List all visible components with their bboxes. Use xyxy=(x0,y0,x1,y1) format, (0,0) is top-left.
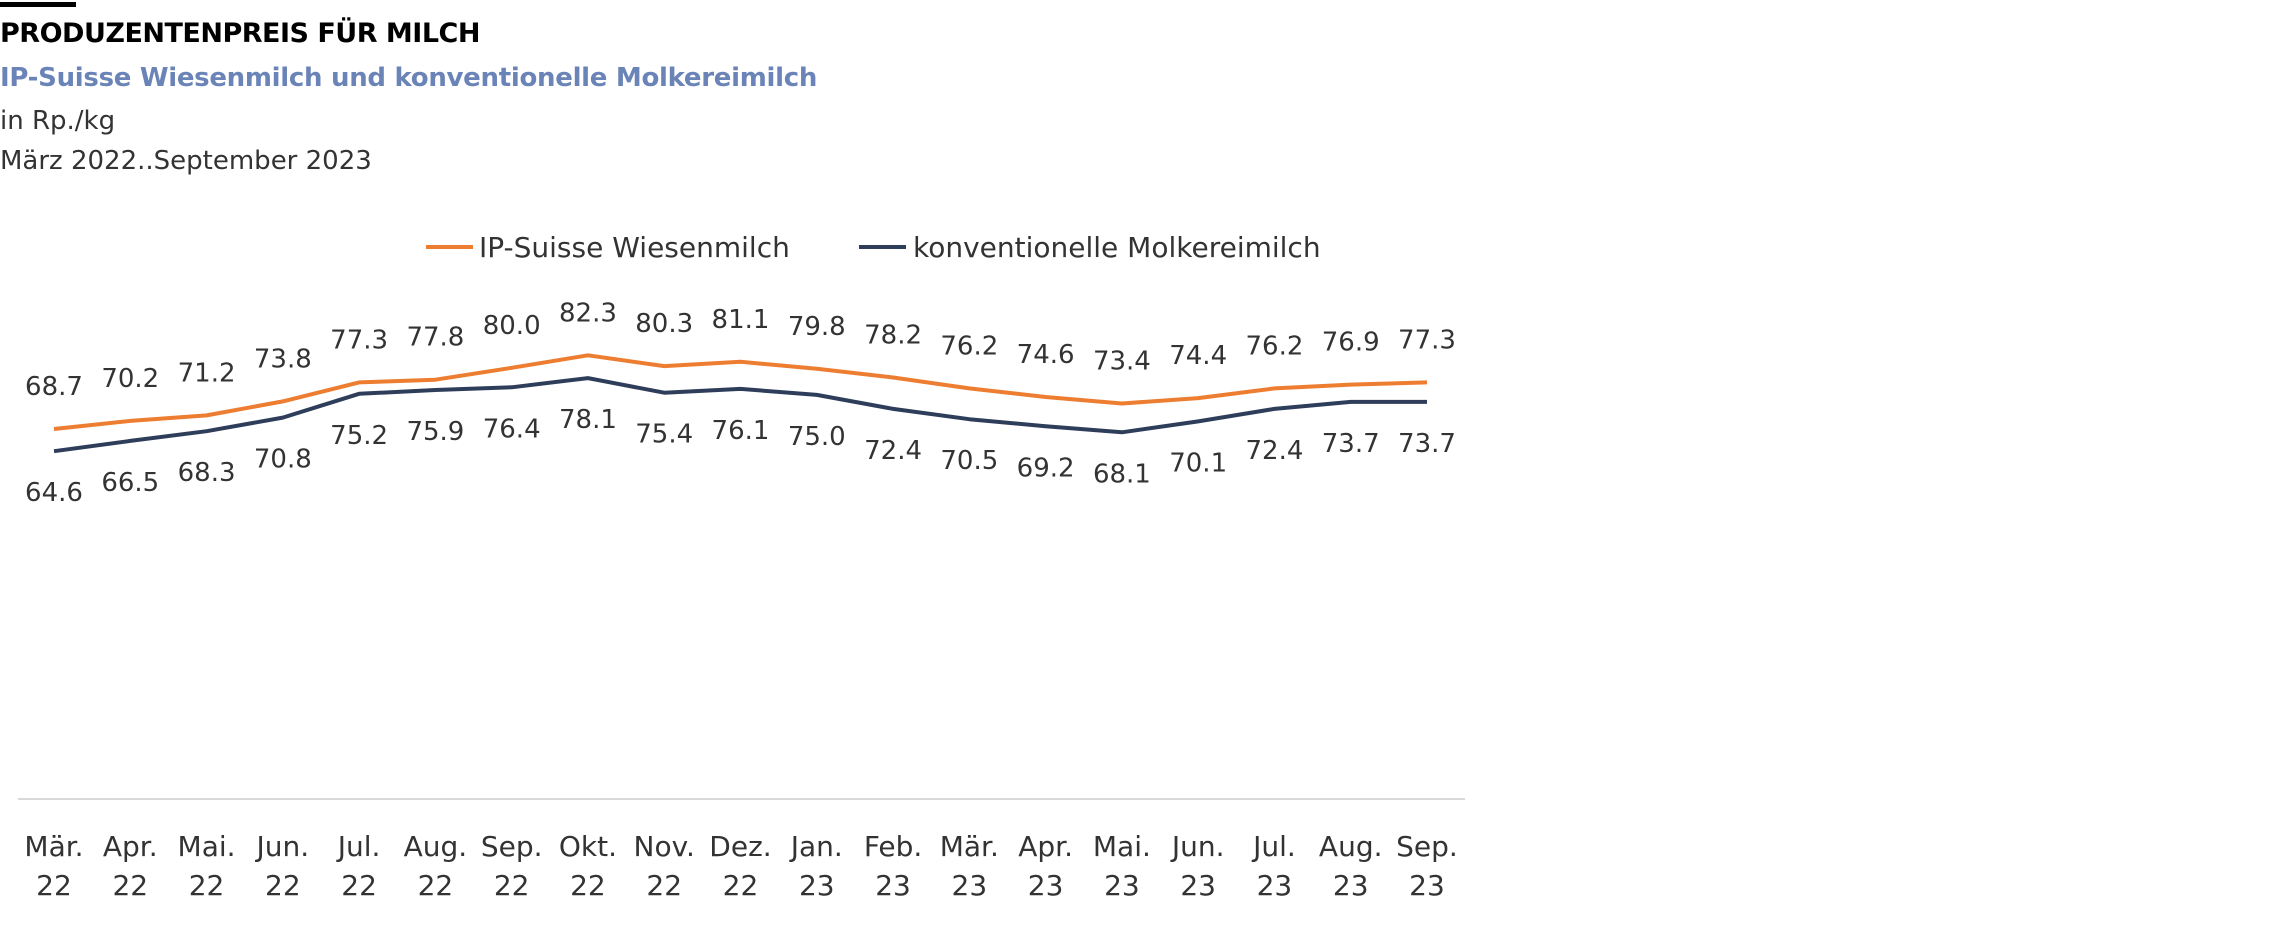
x-tick-label-month: Jul. xyxy=(336,830,381,863)
x-tick-label-month: Dez. xyxy=(709,830,771,863)
data-label: 73.7 xyxy=(1398,429,1456,459)
data-label: 77.3 xyxy=(1398,325,1456,355)
data-label: 70.5 xyxy=(940,446,998,476)
x-tick-label-year: 22 xyxy=(189,869,225,902)
data-label: 75.9 xyxy=(406,417,464,447)
x-tick-label-month: Okt. xyxy=(559,830,617,863)
series-lines xyxy=(53,353,1428,454)
data-label: 73.4 xyxy=(1093,347,1151,377)
data-label: 72.4 xyxy=(1245,436,1303,466)
data-label: 77.8 xyxy=(406,323,464,353)
x-tick-label-year: 22 xyxy=(646,869,682,902)
unit-label: in Rp./kg xyxy=(0,106,116,136)
data-label: 76.9 xyxy=(1322,328,1380,358)
data-label: 70.2 xyxy=(101,364,159,394)
x-tick-label-year: 22 xyxy=(341,869,377,902)
x-tick-label-year: 22 xyxy=(570,869,606,902)
x-tick-label-year: 23 xyxy=(1257,869,1293,902)
x-tick-label-month: Jan. xyxy=(789,830,843,863)
x-tick-label-year: 22 xyxy=(723,869,759,902)
x-tick-label-year: 22 xyxy=(494,869,530,902)
data-label: 68.7 xyxy=(25,372,83,402)
x-tick-label-year: 23 xyxy=(875,869,911,902)
x-tick-label-year: 22 xyxy=(265,869,301,902)
legend-label: konventionelle Molkereimilch xyxy=(913,231,1321,264)
data-label: 76.1 xyxy=(712,416,770,446)
series-line-ip-suisse xyxy=(53,353,1428,431)
x-axis-labels: Mär. 22 Apr. 22 Mai. 22 Jun. 22 Jul. 22 Aug. 22 Sep.… xyxy=(24,830,1457,902)
data-label: 75.4 xyxy=(635,420,693,450)
x-tick-label-month: Apr. xyxy=(103,830,158,863)
data-label: 70.8 xyxy=(254,445,312,475)
x-tick-label-month: Mär. xyxy=(24,830,83,863)
data-label: 76.2 xyxy=(1245,331,1303,361)
x-tick-label-year: 23 xyxy=(1180,869,1216,902)
data-label: 75.0 xyxy=(788,422,846,452)
x-tick-label-year: 22 xyxy=(112,869,148,902)
data-label: 82.3 xyxy=(559,298,617,328)
x-tick-label-month: Feb. xyxy=(864,830,922,863)
x-tick-label-month: Aug. xyxy=(404,830,468,863)
x-tick-label-month: Nov. xyxy=(634,830,695,863)
x-tick-label-year: 23 xyxy=(952,869,988,902)
title-accent-bar xyxy=(0,2,76,7)
data-label: 76.4 xyxy=(483,414,541,444)
data-labels: 68.7 70.2 71.2 73.8 77.3 77.8 80.0 82.3 80.3 81.1… xyxy=(25,298,1456,508)
series-line-konventionell xyxy=(53,376,1427,454)
x-tick-label-month: Aug. xyxy=(1319,830,1383,863)
x-tick-label-year: 23 xyxy=(1104,869,1140,902)
data-label: 69.2 xyxy=(1017,453,1075,483)
data-label: 73.8 xyxy=(254,344,312,374)
data-label: 68.1 xyxy=(1093,459,1151,489)
x-tick-label-month: Sep. xyxy=(1396,830,1458,863)
legend: IP-Suisse Wiesenmilch konventionelle Molk… xyxy=(426,231,1321,264)
x-tick-label-year: 22 xyxy=(418,869,454,902)
data-label: 66.5 xyxy=(101,468,159,498)
x-tick-label-month: Mai. xyxy=(1093,830,1151,863)
data-label: 79.8 xyxy=(788,312,846,342)
data-label: 72.4 xyxy=(864,436,922,466)
period-label: März 2022..September 2023 xyxy=(0,146,372,176)
x-tick-label-year: 23 xyxy=(1028,869,1064,902)
chart-title: PRODUZENTENPREIS FÜR MILCH xyxy=(0,18,480,49)
x-tick-label-year: 22 xyxy=(36,869,72,902)
x-tick-label-month: Apr. xyxy=(1018,830,1073,863)
data-label: 74.6 xyxy=(1017,340,1075,370)
x-tick-label-year: 23 xyxy=(799,869,835,902)
data-label: 78.1 xyxy=(559,405,617,435)
data-label: 75.2 xyxy=(330,421,388,451)
x-tick-label-year: 23 xyxy=(1409,869,1445,902)
data-label: 81.1 xyxy=(712,305,770,335)
data-label: 77.3 xyxy=(330,325,388,355)
data-label: 80.3 xyxy=(635,309,693,339)
data-label: 73.7 xyxy=(1322,429,1380,459)
legend-label: IP-Suisse Wiesenmilch xyxy=(479,231,790,264)
data-label: 64.6 xyxy=(25,478,83,508)
data-label: 68.3 xyxy=(178,458,236,488)
data-label: 78.2 xyxy=(864,321,922,351)
data-label: 70.1 xyxy=(1169,448,1227,478)
data-label: 80.0 xyxy=(483,311,541,341)
x-tick-label-month: Mai. xyxy=(178,830,236,863)
data-label: 71.2 xyxy=(178,358,236,388)
data-label: 74.4 xyxy=(1169,341,1227,371)
x-tick-label-month: Sep. xyxy=(481,830,543,863)
chart-subtitle: IP-Suisse Wiesenmilch und konventionelle… xyxy=(0,63,818,93)
x-tick-label-month: Jul. xyxy=(1251,830,1296,863)
x-tick-label-month: Jun. xyxy=(1170,830,1225,863)
data-label: 76.2 xyxy=(940,331,998,361)
x-tick-label-month: Mär. xyxy=(940,830,999,863)
x-tick-label-year: 23 xyxy=(1333,869,1369,902)
x-tick-label-month: Jun. xyxy=(255,830,310,863)
